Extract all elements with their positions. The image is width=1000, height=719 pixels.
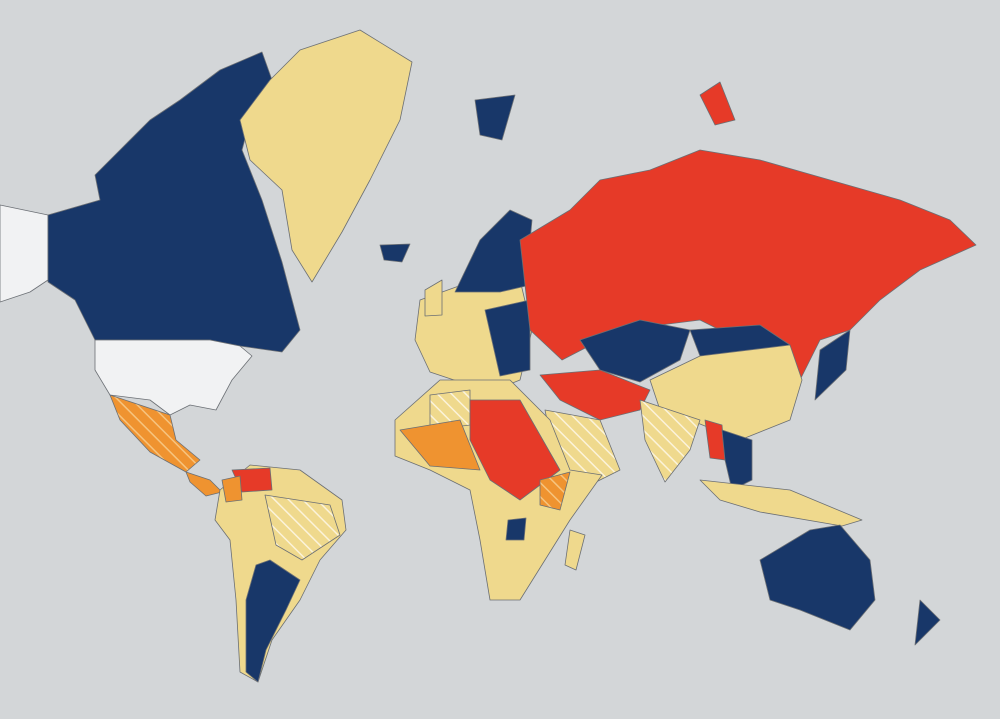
new-zealand (914, 599, 941, 646)
colombia (221, 475, 243, 503)
russian-arctic-islands (699, 81, 736, 126)
argentina (245, 559, 301, 683)
sahel (469, 399, 561, 501)
alaska (0, 204, 49, 303)
united-kingdom (424, 279, 443, 317)
united-states (94, 339, 253, 416)
iceland (379, 243, 411, 263)
svalbard (474, 94, 516, 141)
indonesia (699, 479, 863, 527)
west-africa (399, 419, 481, 471)
eastern-europe (484, 299, 531, 377)
zambia (505, 517, 527, 541)
japan (814, 329, 851, 401)
australia (759, 524, 876, 631)
madagascar (564, 529, 586, 571)
middle-east (539, 369, 651, 421)
mexico (109, 394, 201, 473)
india (639, 399, 701, 483)
central-america (185, 471, 223, 497)
scandinavia (454, 209, 533, 293)
greenland (239, 29, 413, 283)
brazil (264, 494, 341, 561)
east-africa (539, 471, 571, 511)
